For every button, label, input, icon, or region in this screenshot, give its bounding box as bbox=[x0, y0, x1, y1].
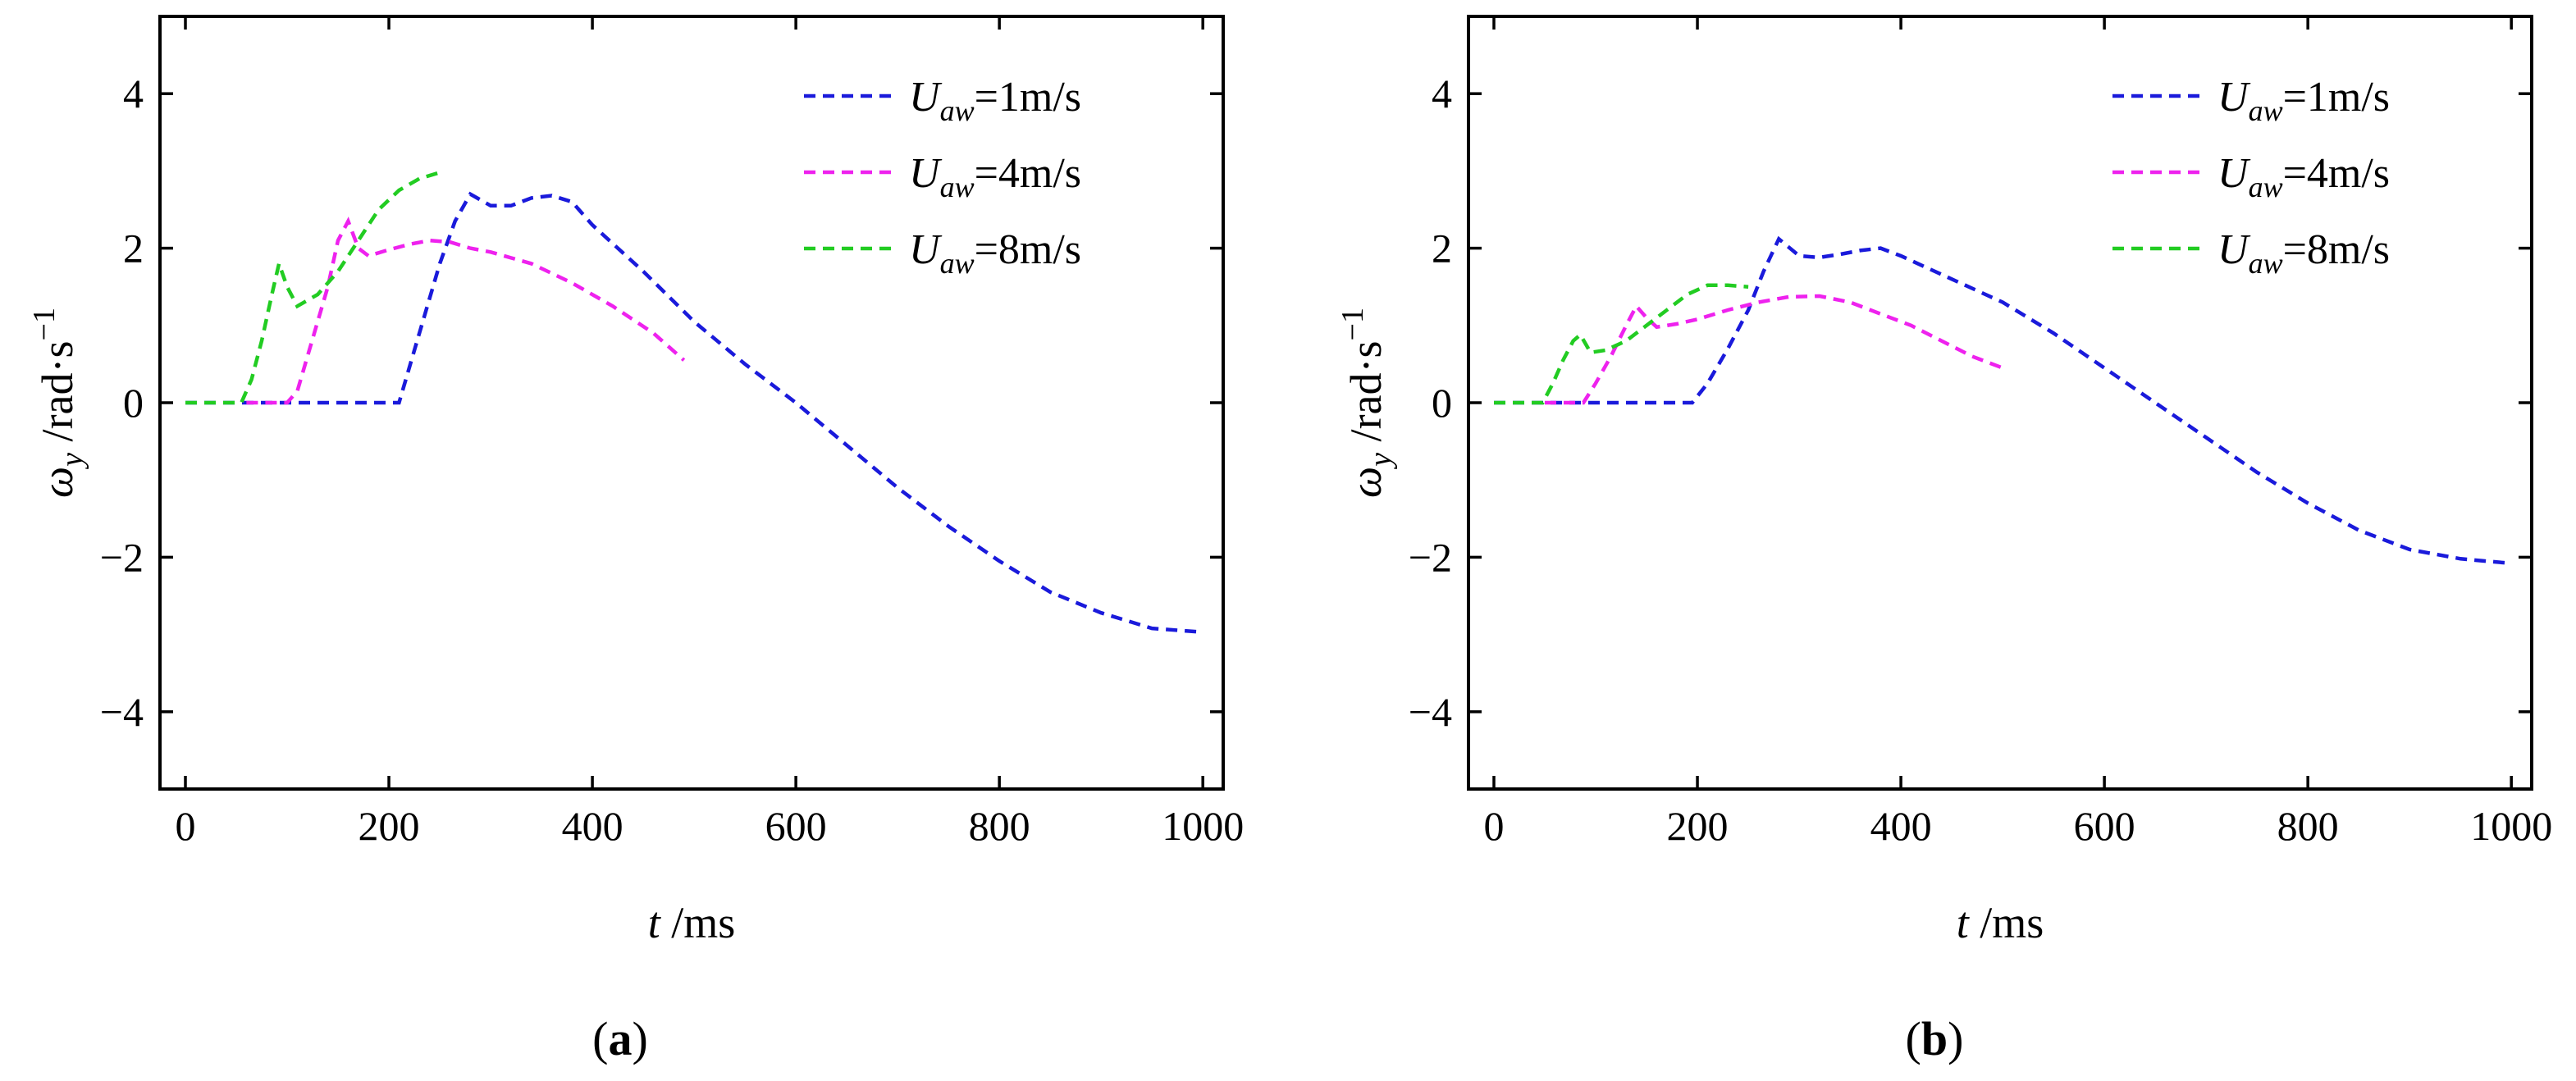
legend-label-uaw-8: Uaw=8m/s bbox=[2217, 226, 2390, 280]
legend-label-uaw-4: Uaw=4m/s bbox=[909, 150, 1081, 203]
y-tick-label: 0 bbox=[1432, 380, 1452, 426]
x-tick-label: 600 bbox=[2074, 803, 2135, 849]
y-axis-title: ωy /rad·s−1 bbox=[1336, 308, 1398, 498]
x-tick-label: 400 bbox=[562, 803, 623, 849]
legend-label-uaw-1: Uaw=1m/s bbox=[2217, 74, 2390, 127]
panel-label-b: (b) bbox=[1906, 1012, 1964, 1065]
x-tick-label: 800 bbox=[2277, 803, 2339, 849]
y-tick-label: −4 bbox=[100, 689, 144, 735]
legend-label-uaw-8: Uaw=8m/s bbox=[909, 226, 1081, 280]
y-tick-label: −4 bbox=[1409, 689, 1452, 735]
series-line-uaw-4 bbox=[1545, 294, 2003, 405]
series-lines bbox=[185, 171, 1204, 635]
x-tick-label: 0 bbox=[176, 803, 196, 849]
y-tick-label: 2 bbox=[123, 226, 144, 271]
y-tick-label: −2 bbox=[1409, 534, 1452, 580]
y-axis-title: ωy /rad·s−1 bbox=[27, 308, 89, 498]
tick-labels: 0 200 400 600 800 1000 −4 −2 0 2 4 bbox=[100, 71, 1244, 849]
x-tick-label: 400 bbox=[1870, 803, 1932, 849]
y-tick-label: 2 bbox=[1432, 226, 1452, 271]
x-tick-label: 1000 bbox=[1162, 803, 1244, 849]
chart-panel-a: 0 200 400 600 800 1000 −4 −2 0 2 4 Uaw=1… bbox=[27, 15, 1244, 1065]
y-tick-label: 4 bbox=[1432, 71, 1452, 116]
ticks bbox=[1468, 16, 2532, 789]
legend: Uaw=1m/s Uaw=4m/s Uaw=8m/s bbox=[2112, 74, 2390, 280]
legend-label-uaw-1: Uaw=1m/s bbox=[909, 74, 1081, 127]
series-line-uaw-1 bbox=[185, 191, 1204, 635]
x-tick-label: 800 bbox=[969, 803, 1030, 849]
x-tick-label: 0 bbox=[1484, 803, 1505, 849]
series-line-uaw-4 bbox=[246, 217, 686, 405]
x-axis-title: t /ms bbox=[1957, 898, 2044, 947]
x-axis-title: t /ms bbox=[648, 898, 736, 947]
x-tick-label: 1000 bbox=[2470, 803, 2552, 849]
legend: Uaw=1m/s Uaw=4m/s Uaw=8m/s bbox=[804, 74, 1081, 280]
y-tick-label: 0 bbox=[123, 380, 144, 426]
series-line-uaw-1 bbox=[1494, 235, 2512, 566]
series-line-uaw-8 bbox=[1494, 283, 1749, 405]
x-tick-label: 200 bbox=[1667, 803, 1729, 849]
x-tick-label: 200 bbox=[359, 803, 420, 849]
x-tick-label: 600 bbox=[765, 803, 827, 849]
chart-panel-b: 0 200 400 600 800 1000 −4 −2 0 2 4 Uaw=1… bbox=[1336, 15, 2552, 1065]
y-tick-label: 4 bbox=[123, 71, 144, 116]
series-lines bbox=[1494, 235, 2512, 566]
tick-labels: 0 200 400 600 800 1000 −4 −2 0 2 4 bbox=[1409, 71, 2552, 849]
ticks bbox=[160, 16, 1223, 789]
y-tick-label: −2 bbox=[100, 534, 144, 580]
legend-label-uaw-4: Uaw=4m/s bbox=[2217, 150, 2390, 203]
panel-label-a: (a) bbox=[592, 1012, 648, 1065]
series-line-uaw-8 bbox=[185, 171, 441, 405]
